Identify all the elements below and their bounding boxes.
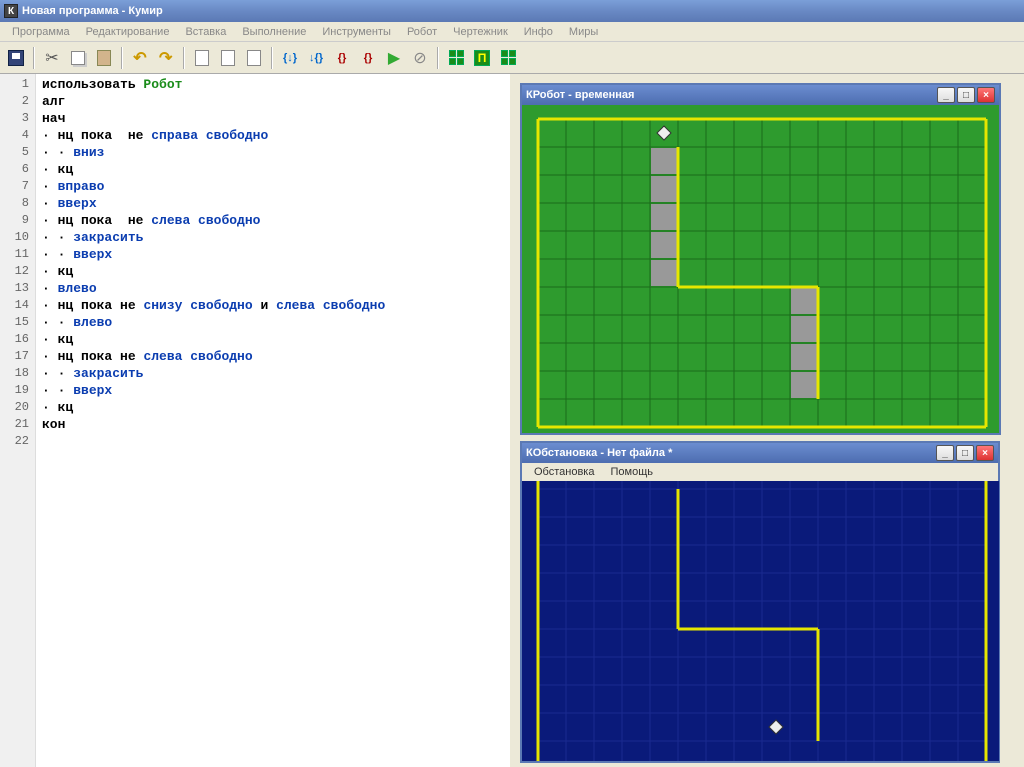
menu-bar: ПрограммаРедактированиеВставкаВыполнение… (0, 22, 1024, 42)
doc-button-2[interactable] (216, 46, 240, 70)
robot-window-title: Робот - временная (533, 89, 635, 101)
app-icon: К (4, 4, 18, 18)
env-menu-Обстановка[interactable]: Обстановка (526, 464, 602, 480)
stop-button[interactable]: ⊘ (408, 46, 432, 70)
window-title: Новая программа - Кумир (22, 5, 163, 17)
menu-Миры[interactable]: Миры (561, 24, 606, 40)
paste-button[interactable] (92, 46, 116, 70)
menu-Программа[interactable]: Программа (4, 24, 78, 40)
env-menubar: ОбстановкаПомощь (522, 463, 998, 481)
menu-Инструменты[interactable]: Инструменты (314, 24, 399, 40)
env-menu-Помощь[interactable]: Помощь (602, 464, 661, 480)
env-window-title: Обстановка - Нет файла * (533, 447, 673, 459)
run-button[interactable]: ▶ (382, 46, 406, 70)
menu-Редактирование[interactable]: Редактирование (78, 24, 178, 40)
env-window-icon: К (526, 447, 533, 459)
copy-button[interactable] (66, 46, 90, 70)
robot-field (522, 105, 999, 433)
doc-button-1[interactable] (190, 46, 214, 70)
menu-Выполнение[interactable]: Выполнение (234, 24, 314, 40)
redo-button[interactable]: ↶ (154, 46, 178, 70)
braces-button-1[interactable]: {} (330, 46, 354, 70)
code-editor[interactable]: 12345678910111213141516171819202122 испо… (0, 74, 510, 767)
robot-window-icon: К (526, 89, 533, 101)
env-titlebar[interactable]: К Обстановка - Нет файла * _ □ × (522, 443, 998, 463)
menu-Робот[interactable]: Робот (399, 24, 445, 40)
grid-button-1[interactable] (444, 46, 468, 70)
robot-titlebar[interactable]: К Робот - временная _ □ × (522, 85, 999, 105)
undo-button[interactable]: ↶ (128, 46, 152, 70)
menu-Вставка[interactable]: Вставка (177, 24, 234, 40)
robot-window[interactable]: К Робот - временная _ □ × (520, 83, 1001, 435)
environment-window[interactable]: К Обстановка - Нет файла * _ □ × Обстано… (520, 441, 1000, 763)
close-button[interactable]: × (976, 445, 994, 461)
close-button[interactable]: × (977, 87, 995, 103)
grid-button-2[interactable] (496, 46, 520, 70)
minimize-button[interactable]: _ (936, 445, 954, 461)
doc-button-3[interactable] (242, 46, 266, 70)
main-titlebar: К Новая программа - Кумир (0, 0, 1024, 22)
maximize-button[interactable]: □ (957, 87, 975, 103)
menu-Чертежник[interactable]: Чертежник (445, 24, 516, 40)
env-field (522, 481, 998, 761)
menu-Инфо[interactable]: Инфо (516, 24, 561, 40)
code-content[interactable]: использовать Роботалгнач· нц пока не спр… (36, 74, 510, 767)
save-button[interactable] (4, 46, 28, 70)
run-step-button[interactable]: {↓} (278, 46, 302, 70)
grid-button-p[interactable]: П (470, 46, 494, 70)
cut-button[interactable]: ✂ (40, 46, 64, 70)
toolbar: ✂ ↶ ↶ {↓} ↓{} {} {} ▶ ⊘ П (0, 42, 1024, 74)
run-into-button[interactable]: ↓{} (304, 46, 328, 70)
line-gutter: 12345678910111213141516171819202122 (0, 74, 36, 767)
braces-button-2[interactable]: {} (356, 46, 380, 70)
minimize-button[interactable]: _ (937, 87, 955, 103)
maximize-button[interactable]: □ (956, 445, 974, 461)
